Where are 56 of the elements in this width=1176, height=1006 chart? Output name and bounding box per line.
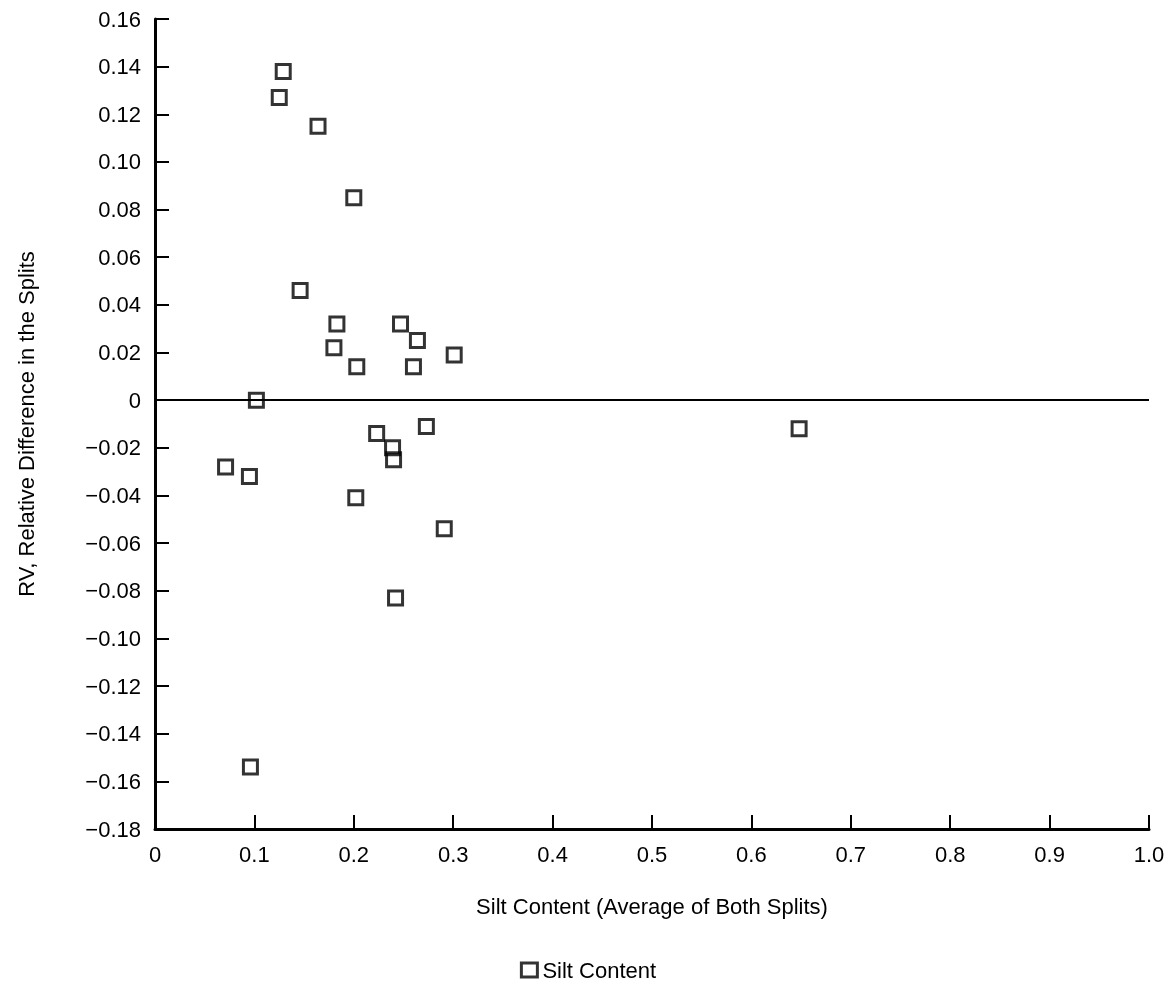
y-tick-label: −0.06: [85, 530, 141, 556]
x-tick-label: 0.6: [736, 841, 767, 867]
point: [347, 489, 365, 507]
point: [790, 420, 808, 438]
x-tick-label: 0.5: [636, 841, 668, 867]
x-tick-label: 0: [148, 841, 162, 867]
x-tick-label: 0.3: [437, 841, 469, 867]
x-tick-label: 0.4: [537, 841, 568, 867]
point: [325, 339, 343, 357]
point: [240, 467, 258, 485]
point: [348, 358, 366, 376]
point: [385, 451, 403, 469]
point: [345, 189, 363, 207]
y-tick-label: 0.02: [98, 340, 141, 366]
y-tick-label: −0.14: [85, 721, 141, 747]
point: [270, 89, 288, 107]
point: [247, 391, 265, 409]
y-tick-label: 0.14: [98, 54, 141, 80]
point: [392, 315, 410, 333]
x-tick-label: 0.2: [338, 841, 370, 867]
x-tick-label: 0.9: [1034, 841, 1065, 867]
point: [309, 117, 327, 135]
x-axis-title: Silt Content (Average of Both Splits): [476, 893, 828, 919]
point: [408, 332, 426, 350]
y-tick-label: −0.16: [85, 768, 141, 794]
point: [445, 346, 463, 364]
y-axis-title: RV, Relative Difference in the Splits: [13, 251, 39, 597]
point: [274, 62, 292, 80]
point: [417, 417, 435, 435]
y-tick-label: −0.12: [85, 673, 141, 699]
y-tick-label: 0.16: [98, 6, 141, 32]
x-tick-label: 1.0: [1133, 841, 1165, 867]
y-tick-label: 0.10: [98, 149, 141, 175]
point: [387, 589, 405, 607]
y-tick-label: 0.06: [98, 244, 141, 270]
y-tick-label: −0.04: [85, 482, 141, 508]
point: [384, 439, 402, 457]
point: [291, 282, 309, 300]
x-tick-label: 0.8: [934, 841, 966, 867]
x-tick-label: 0.1: [239, 841, 270, 867]
y-tick-label: 0.12: [98, 101, 141, 127]
point: [404, 358, 422, 376]
point: [368, 425, 386, 443]
y-tick-label: −0.10: [85, 625, 141, 651]
y-tick-label: −0.02: [85, 435, 141, 461]
y-tick-label: 0.08: [98, 197, 141, 223]
x-tick-label: 0.7: [835, 841, 867, 867]
legend-label: Silt Content: [542, 957, 657, 983]
point: [435, 520, 453, 538]
y-tick-label: −0.18: [85, 816, 141, 842]
point: [328, 315, 346, 333]
y-tick-label: 0.04: [98, 292, 141, 318]
point: [217, 458, 235, 476]
y-tick-label: −0.08: [85, 578, 141, 604]
y-tick-label: 0: [128, 387, 141, 413]
point: [241, 758, 259, 776]
